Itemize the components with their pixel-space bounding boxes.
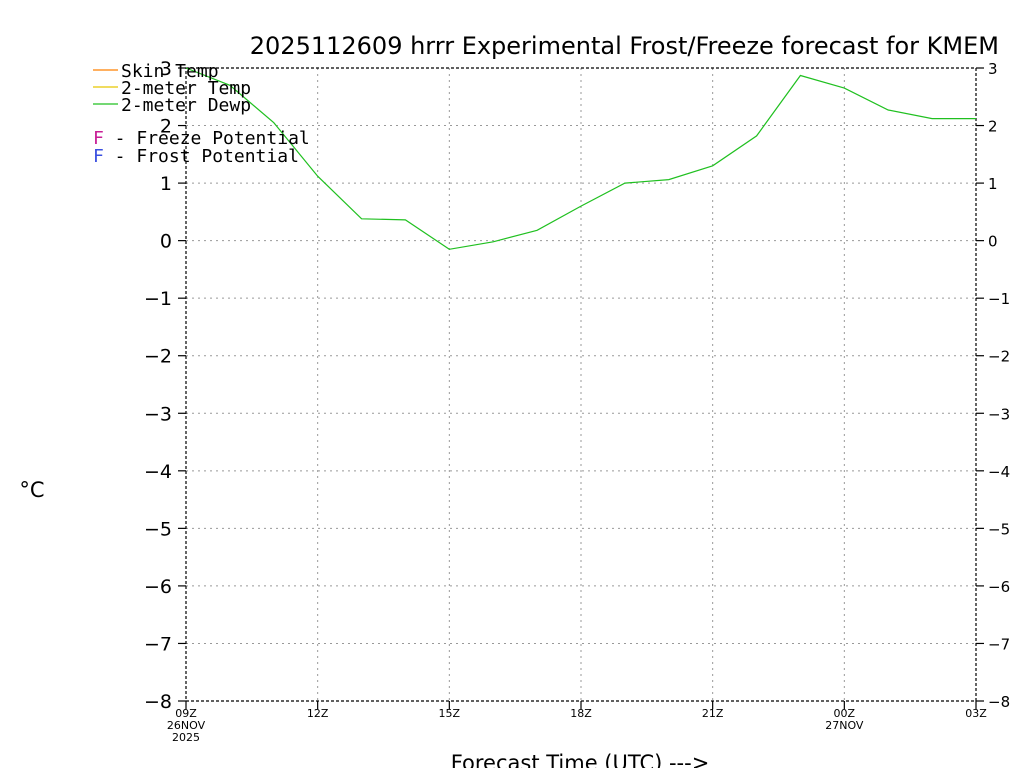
legend-label-2-meter-dewp: 2-meter Dewp [121, 95, 251, 116]
y-tick-label-left: 3 [160, 58, 172, 80]
y-tick-label-right: −3 [988, 405, 1010, 423]
y-tick-label-left: −7 [144, 633, 172, 655]
legend-label-skin-temp: Skin Temp [121, 61, 219, 82]
y-tick-label-right: −4 [988, 463, 1010, 481]
x-tick-label: 21Z [702, 707, 724, 720]
y-tick-label-left: 1 [160, 173, 172, 195]
x-tick-label: 26NOV [167, 719, 206, 732]
chart-title: 2025112609 hrrr Experimental Frost/Freez… [250, 32, 999, 60]
y-tick-label-right: 2 [988, 118, 998, 136]
y-tick-label-left: −3 [144, 403, 172, 425]
x-tick-label: 18Z [570, 707, 592, 720]
y-tick-label-left: 2 [160, 116, 172, 138]
y-tick-label-left: −4 [144, 461, 172, 483]
legend-potential-text: - Frost Potential [104, 146, 299, 167]
legend-potential-letter: F [93, 128, 104, 149]
grid-layer [186, 68, 976, 701]
series-layer [185, 67, 976, 250]
y-tick-label-right: 0 [988, 233, 998, 251]
legend-frost-potential: F - Frost Potential [93, 146, 299, 167]
y-tick-label-left: 0 [160, 231, 172, 253]
x-tick-label: 00Z [834, 707, 856, 720]
y-tick-label-left: −5 [144, 518, 172, 540]
y-tick-label-left: −1 [144, 288, 172, 310]
y-tick-label-right: −2 [988, 348, 1010, 366]
x-tick-label: 03Z [965, 707, 987, 720]
x-tick-label: 15Z [439, 707, 461, 720]
plot-frame [185, 67, 977, 702]
series-line-2-meter-dewp [185, 67, 976, 250]
y-tick-label-right: −5 [988, 520, 1010, 538]
y-tick-label-right: −1 [988, 290, 1010, 308]
x-tick-label: 27NOV [825, 719, 864, 732]
y-tick-label-right: −8 [988, 693, 1010, 711]
y-tick-label-left: −6 [144, 576, 172, 598]
y-tick-label-right: 3 [988, 60, 998, 78]
x-axis-label: Forecast Time (UTC) ---> [451, 751, 710, 768]
legend-freeze-potential: F - Freeze Potential [93, 128, 310, 149]
x-tick-label: 2025 [172, 731, 200, 744]
y-tick-label-right: −6 [988, 578, 1010, 596]
x-tick-label: 09Z [175, 707, 197, 720]
y-tick-label-left: −2 [144, 346, 172, 368]
y-tick-label-left: −8 [144, 691, 172, 713]
y-axis-label: °C [19, 478, 44, 502]
y-tick-label-right: 1 [988, 175, 998, 193]
legend-potential-text: - Freeze Potential [104, 128, 310, 149]
legend-label-2-meter-temp: 2-meter Temp [121, 78, 251, 99]
legend-potential-letter: F [93, 146, 104, 167]
y-tick-label-right: −7 [988, 635, 1010, 653]
x-tick-label: 12Z [307, 707, 329, 720]
ticks-layer: 3 3 2 2 1 1 0 0 −1 −1 −2 −2 −3 −3 −4 −4 −5 −5 −6 −6 −7 −7 −8 −8… [144, 58, 1010, 744]
